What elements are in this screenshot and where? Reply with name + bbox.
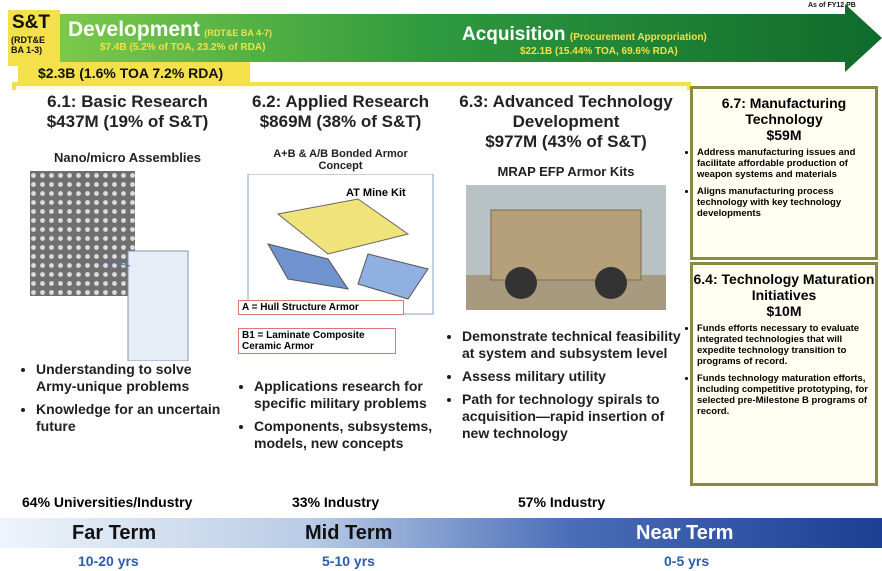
image-caption: Nano/micro Assemblies bbox=[20, 150, 235, 165]
column-title: 6.3: Advanced Technology Development bbox=[446, 92, 686, 132]
bullet-list: Applications research for specific milit… bbox=[238, 378, 443, 452]
note: As of FY12 PB bbox=[808, 2, 856, 9]
st-total: $2.3B (1.6% TOA 7.2% RDA) bbox=[38, 65, 223, 81]
column-amount: $977M (43% of S&T) bbox=[446, 132, 686, 152]
main-panel bbox=[14, 84, 689, 90]
image-caption: A+B & A/B Bonded Armor Concept bbox=[271, 148, 411, 172]
column-amount: $869M (38% of S&T) bbox=[238, 112, 443, 132]
term-label: Near Term bbox=[636, 522, 733, 545]
side-amount: $10M bbox=[693, 303, 875, 319]
performer: 57% Industry bbox=[518, 494, 605, 510]
term-years: 10-20 yrs bbox=[78, 553, 139, 569]
performer: 33% Industry bbox=[292, 494, 379, 510]
image-label: B1 = Laminate Composite Ceramic Armor bbox=[238, 328, 396, 354]
bullet: Applications research for specific milit… bbox=[254, 378, 443, 412]
bullet: Demonstrate technical feasibility at sys… bbox=[462, 328, 686, 362]
bullet: Understanding to solve Army-unique probl… bbox=[36, 361, 235, 395]
term-years: 0-5 yrs bbox=[664, 553, 709, 569]
bullet-list: Demonstrate technical feasibility at sys… bbox=[446, 328, 686, 442]
side-box: 6.4: Technology Maturation Initiatives $… bbox=[690, 262, 878, 486]
acq-sub: (Procurement Appropriation) bbox=[570, 32, 707, 43]
badge-sub: (RDT&E BA 1-3) bbox=[11, 35, 55, 55]
bullet: Path for technology spirals to acquisiti… bbox=[462, 391, 686, 442]
image bbox=[446, 185, 686, 310]
image-label: AT Mine Kit bbox=[346, 187, 406, 199]
bullet: Address manufacturing issues and facilit… bbox=[697, 147, 869, 180]
bullet: Components, subsystems, models, new conc… bbox=[254, 418, 443, 452]
dev-sub: (RDT&E BA 4-7) bbox=[204, 28, 272, 38]
acq-title: Acquisition bbox=[462, 24, 565, 45]
bullet-list: Understanding to solve Army-unique probl… bbox=[20, 361, 235, 435]
bullet: Knowledge for an uncertain future bbox=[36, 401, 235, 435]
bullet-list: Funds efforts necessary to evaluate inte… bbox=[693, 319, 875, 417]
image-caption: MRAP EFP Armor Kits bbox=[446, 164, 686, 179]
image-label: A = Hull Structure Armor bbox=[238, 300, 404, 315]
image bbox=[20, 171, 235, 361]
development: Development (RDT&E BA 4-7) bbox=[68, 18, 272, 42]
column: 6.3: Advanced Technology Development $97… bbox=[446, 92, 686, 478]
bullet: Funds technology maturation efforts, inc… bbox=[697, 373, 869, 417]
term-label: Far Term bbox=[72, 522, 156, 545]
side-amount: $59M bbox=[693, 127, 875, 143]
page: S&T (RDT&E BA 1-3) As of FY12 PB Develop… bbox=[0, 0, 882, 571]
bullet: Funds efforts necessary to evaluate inte… bbox=[697, 323, 869, 367]
side-title: 6.7: Manufacturing Technology bbox=[693, 95, 875, 127]
side-box: 6.7: Manufacturing Technology $59M Addre… bbox=[690, 86, 878, 260]
term-label: Mid Term bbox=[305, 522, 392, 545]
column: 6.2: Applied Research $869M (38% of S&T)… bbox=[238, 92, 443, 478]
dev-title: Development bbox=[68, 18, 200, 41]
dev-amount: $7.4B (5.2% of TOA, 23.2% of RDA) bbox=[100, 42, 265, 53]
column-title: 6.2: Applied Research bbox=[238, 92, 443, 112]
acquisition: Acquisition (Procurement Appropriation) bbox=[462, 24, 707, 46]
column-amount: $437M (19% of S&T) bbox=[20, 112, 235, 132]
side-title: 6.4: Technology Maturation Initiatives bbox=[693, 271, 875, 303]
acq-amount: $22.1B (15.44% TOA, 69.6% RDA) bbox=[520, 46, 678, 57]
bullet: Assess military utility bbox=[462, 368, 686, 385]
bullet-list: Address manufacturing issues and facilit… bbox=[693, 143, 875, 219]
bullet: Aligns manufacturing process technology … bbox=[697, 186, 869, 219]
performer: 64% Universities/Industry bbox=[22, 494, 192, 510]
column: 6.1: Basic Research $437M (19% of S&T) N… bbox=[20, 92, 235, 478]
term-years: 5-10 yrs bbox=[322, 553, 375, 569]
column-title: 6.1: Basic Research bbox=[20, 92, 235, 112]
badge: S&T bbox=[12, 12, 50, 34]
